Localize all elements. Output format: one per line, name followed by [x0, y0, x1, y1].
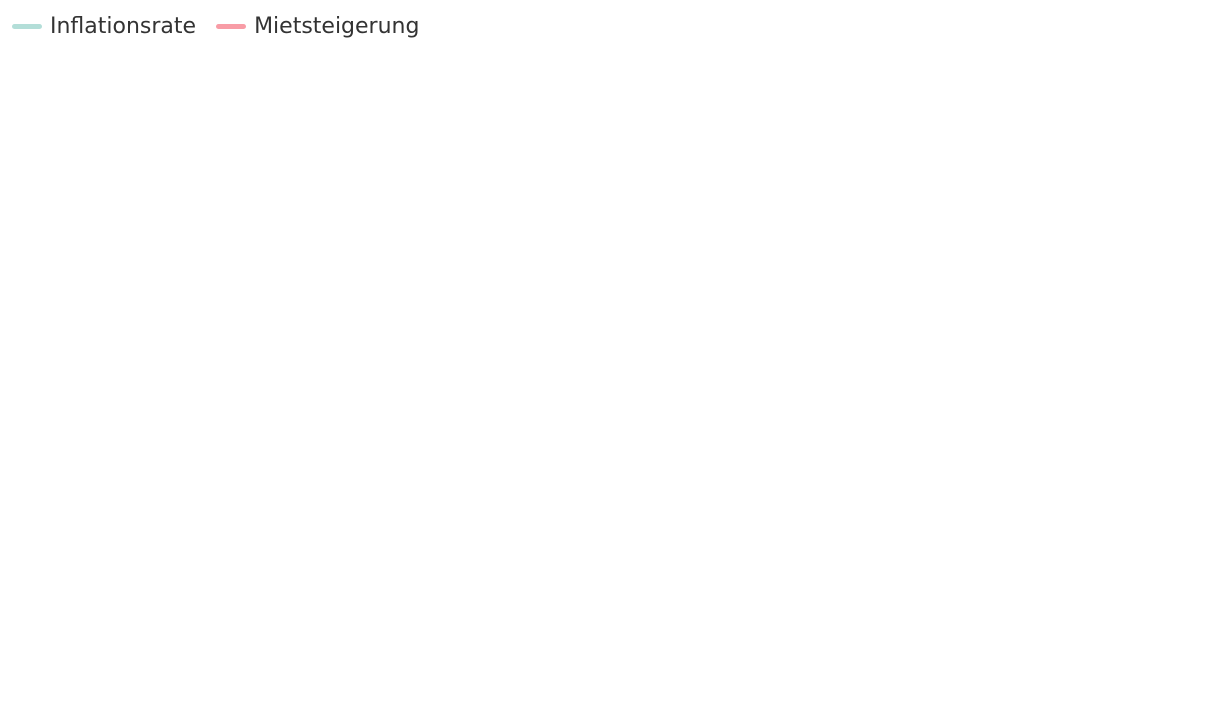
end-point-rent[interactable] — [1183, 423, 1196, 436]
series-line-inflation — [92, 67, 1193, 673]
annotation-inflation: 18 Prozent Inflation — [838, 107, 1082, 136]
y-tick-label: 2 — [49, 597, 62, 621]
legend-label-rent: Mietsteigerung — [254, 14, 420, 39]
legend: Inflationsrate Mietsteigerung — [12, 14, 419, 39]
legend-swatch-inflation — [12, 24, 42, 29]
gap-area — [95, 70, 1190, 671]
annotation-gap: 8 Prozent Lücke — [454, 480, 652, 509]
legend-label-inflation: Inflationsrate — [50, 14, 197, 39]
legend-swatch-rent — [216, 24, 247, 29]
y-tick-label: 6 — [49, 472, 62, 496]
legend-item-inflation[interactable]: Inflationsrate — [12, 14, 196, 39]
annotation-rent: 10 Prozent Mietsteigerung — [718, 294, 1047, 323]
series-line-rent — [92, 426, 1193, 673]
y-tick-label: 4 — [49, 534, 62, 558]
y-tick-label: 8 — [49, 409, 62, 433]
x-tick-label: Jan ’24 — [1001, 685, 1072, 709]
arrow-rent — [1069, 321, 1183, 405]
arrow-gap — [593, 435, 815, 469]
end-point-inflation[interactable] — [1183, 64, 1196, 77]
arrow-inflation — [989, 56, 1129, 97]
arrowhead-gap — [799, 441, 817, 459]
x-tick-label: Jan ’21 — [212, 685, 283, 709]
y-tick-label: 16 — [35, 159, 62, 183]
arrowhead-inflation — [1116, 51, 1132, 67]
y-tick-label: 12 — [35, 284, 62, 308]
legend-item-rent[interactable]: Mietsteigerung — [216, 14, 419, 39]
y-tick-label: 10 — [35, 347, 62, 371]
x-tick-label: Jan ’23 — [738, 685, 809, 709]
y-tick-label: 14 — [35, 222, 62, 246]
y-tick-label: 18 % — [9, 97, 62, 121]
x-tick-label: Jan ’22 — [475, 685, 546, 709]
arrowhead-rent — [1170, 390, 1184, 407]
y-tick-label: 0 — [49, 659, 62, 683]
